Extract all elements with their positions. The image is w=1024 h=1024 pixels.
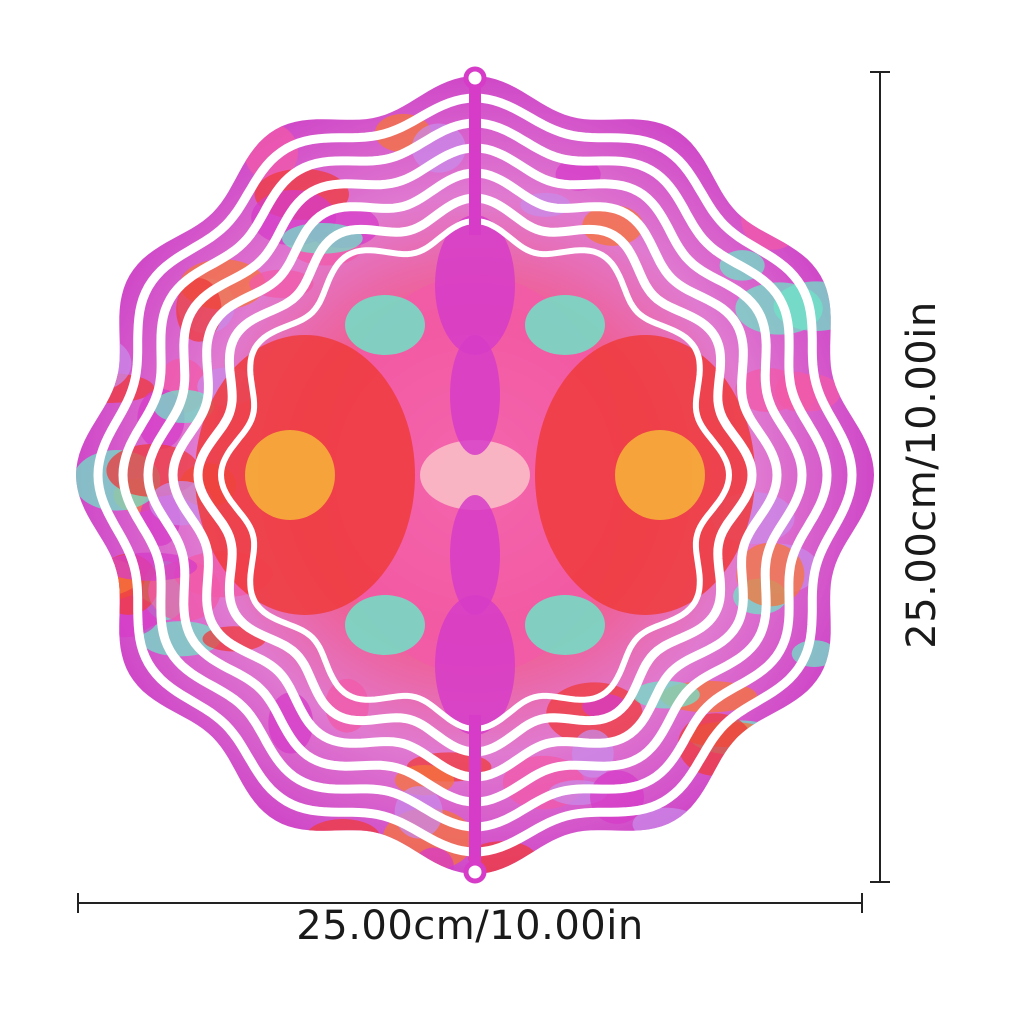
- floral-pattern-shape: [450, 335, 500, 455]
- floral-pattern-shape: [420, 440, 530, 510]
- floral-pattern-shape: [450, 495, 500, 615]
- hanging-hole: [463, 66, 487, 90]
- spiral-cut-ring: [93, 93, 857, 857]
- floral-pattern-shape: [345, 295, 425, 355]
- pattern-blob: [76, 335, 132, 393]
- spiral-cut-ring: [118, 118, 832, 832]
- floral-pattern-shape: [525, 295, 605, 355]
- pattern-blob: [103, 552, 198, 581]
- spiral-cut-ring: [217, 217, 733, 733]
- pattern-blob: [304, 818, 381, 859]
- floral-pattern-shape: [435, 215, 515, 355]
- floral-pattern-shape: [615, 430, 705, 520]
- pattern-blob: [413, 847, 454, 874]
- center-spine: [469, 85, 481, 235]
- width-dimension-line: [77, 893, 863, 913]
- center-spine: [469, 715, 481, 865]
- hanging-hole: [463, 860, 487, 884]
- floral-pattern-shape: [525, 595, 605, 655]
- pattern-blob: [76, 373, 155, 403]
- width-dimension-label: 25.00cm/10.00in: [296, 903, 644, 949]
- spiral-cut-ring: [193, 193, 757, 757]
- height-dimension-line: [870, 71, 890, 883]
- pattern-blob: [411, 123, 466, 173]
- spiral-cut-ring: [168, 168, 782, 782]
- spiral-cut-ring: [143, 143, 807, 807]
- floral-pattern-shape: [435, 595, 515, 735]
- floral-pattern-shape: [345, 595, 425, 655]
- spinner-disc: [76, 66, 874, 884]
- floral-pattern-shape: [245, 430, 335, 520]
- height-dimension-label: 25.00cm/10.00in: [899, 301, 945, 649]
